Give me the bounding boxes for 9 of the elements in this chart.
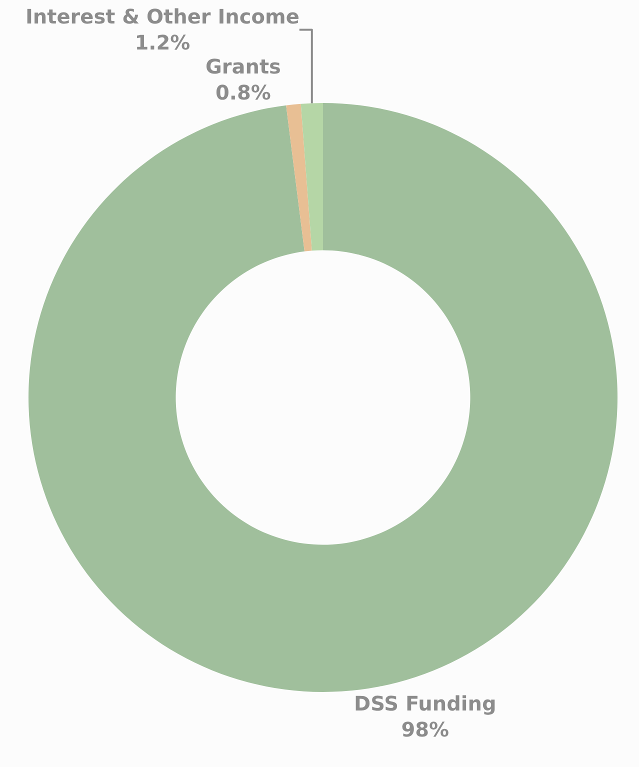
donut-slice <box>286 104 312 252</box>
donut-slice <box>28 103 618 692</box>
data-label: 98% <box>401 717 450 742</box>
data-label: 0.8% <box>215 80 271 105</box>
data-label: 1.2% <box>134 30 190 55</box>
slice-label: Interest & Other Income <box>25 4 300 29</box>
donut-slice <box>300 103 323 251</box>
slice-label: Grants <box>205 54 281 79</box>
slice-label: DSS Funding <box>354 691 496 716</box>
